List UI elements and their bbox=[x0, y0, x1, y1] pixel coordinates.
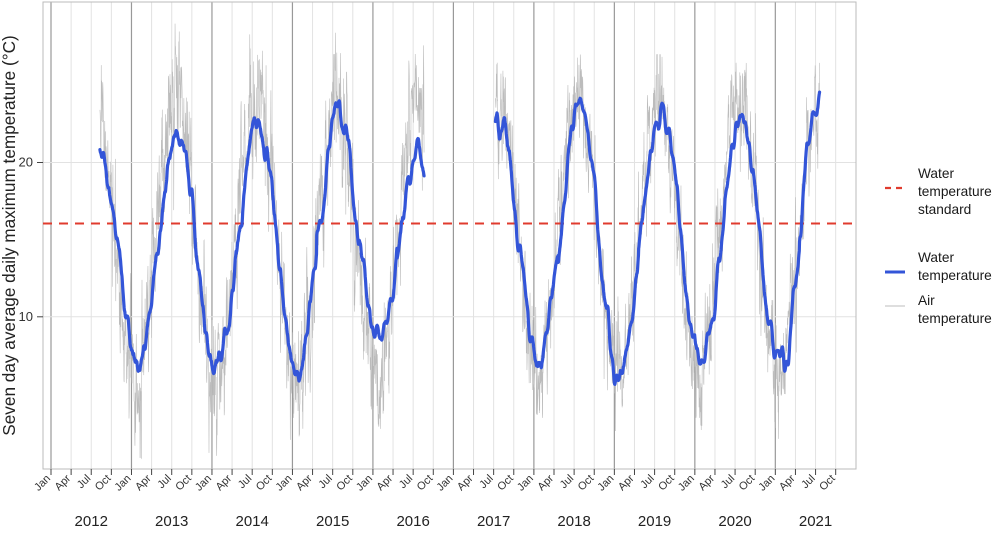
svg-text:temperature: temperature bbox=[918, 311, 992, 326]
svg-text:2013: 2013 bbox=[155, 513, 188, 530]
svg-text:2020: 2020 bbox=[718, 513, 751, 530]
svg-text:temperature: temperature bbox=[918, 268, 992, 283]
svg-text:Air: Air bbox=[918, 293, 935, 308]
svg-text:10: 10 bbox=[19, 309, 33, 324]
svg-text:2015: 2015 bbox=[316, 513, 349, 530]
svg-text:temperature: temperature bbox=[918, 184, 992, 199]
svg-text:Water: Water bbox=[918, 166, 954, 181]
svg-text:2021: 2021 bbox=[799, 513, 832, 530]
svg-text:2014: 2014 bbox=[236, 513, 269, 530]
svg-text:2016: 2016 bbox=[396, 513, 429, 530]
svg-text:2018: 2018 bbox=[557, 513, 590, 530]
svg-text:2019: 2019 bbox=[638, 513, 671, 530]
svg-text:2017: 2017 bbox=[477, 513, 510, 530]
svg-text:20: 20 bbox=[19, 155, 33, 170]
svg-text:Seven day average daily maximu: Seven day average daily maximum temperat… bbox=[0, 35, 19, 435]
svg-text:standard: standard bbox=[918, 202, 971, 217]
svg-text:Water: Water bbox=[918, 250, 954, 265]
svg-text:2012: 2012 bbox=[75, 513, 108, 530]
